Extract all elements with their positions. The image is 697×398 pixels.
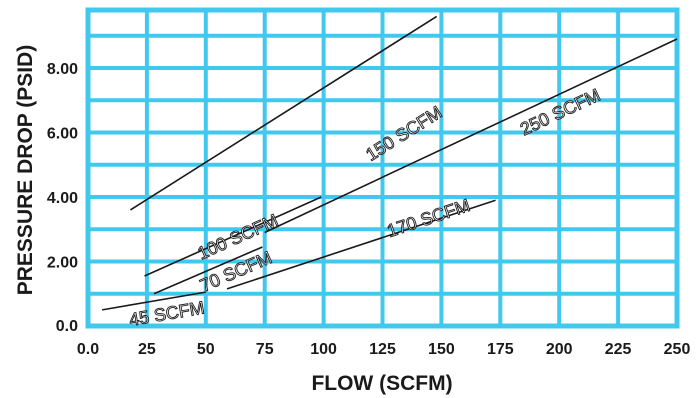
x-tick-label: 150 <box>428 341 455 358</box>
x-tick-label: 50 <box>197 341 215 358</box>
x-axis-title: FLOW (SCFM) <box>311 372 452 395</box>
x-tick-label: 250 <box>664 341 691 358</box>
x-axis-ticks: 0.0 25 50 75 100 125 150 175 200 225 250 <box>77 341 691 358</box>
x-tick-label: 175 <box>487 341 514 358</box>
series-line-250-scfm <box>264 38 678 234</box>
x-tick-label: 200 <box>546 341 573 358</box>
y-axis-ticks: 0.0 2.00 4.00 6.00 8.00 <box>47 61 78 335</box>
x-tick-label: 125 <box>369 341 396 358</box>
y-axis-title: PRESSURE DROP (PSID) <box>14 45 37 296</box>
x-tick-label: 100 <box>310 341 337 358</box>
y-tick-label: 0.0 <box>56 318 78 335</box>
y-tick-label: 6.00 <box>47 126 78 143</box>
y-tick-label: 4.00 <box>47 190 78 207</box>
y-tick-label: 8.00 <box>47 61 78 78</box>
x-tick-label: 225 <box>605 341 632 358</box>
y-tick-label: 2.00 <box>47 255 78 272</box>
series-line-100-scfm <box>144 196 322 277</box>
series-line-70-scfm <box>153 246 263 295</box>
series-line-150-scfm <box>129 15 438 211</box>
series-line-170-scfm <box>226 199 496 290</box>
x-tick-label: 75 <box>256 341 274 358</box>
series-lines <box>102 15 678 311</box>
series-line-45-scfm <box>102 291 206 311</box>
x-tick-label: 0.0 <box>77 341 99 358</box>
series-label-170-scfm: 170 SCFM <box>385 195 473 241</box>
grid <box>86 10 679 326</box>
x-tick-label: 25 <box>138 341 156 358</box>
plot-frame <box>85 7 680 329</box>
